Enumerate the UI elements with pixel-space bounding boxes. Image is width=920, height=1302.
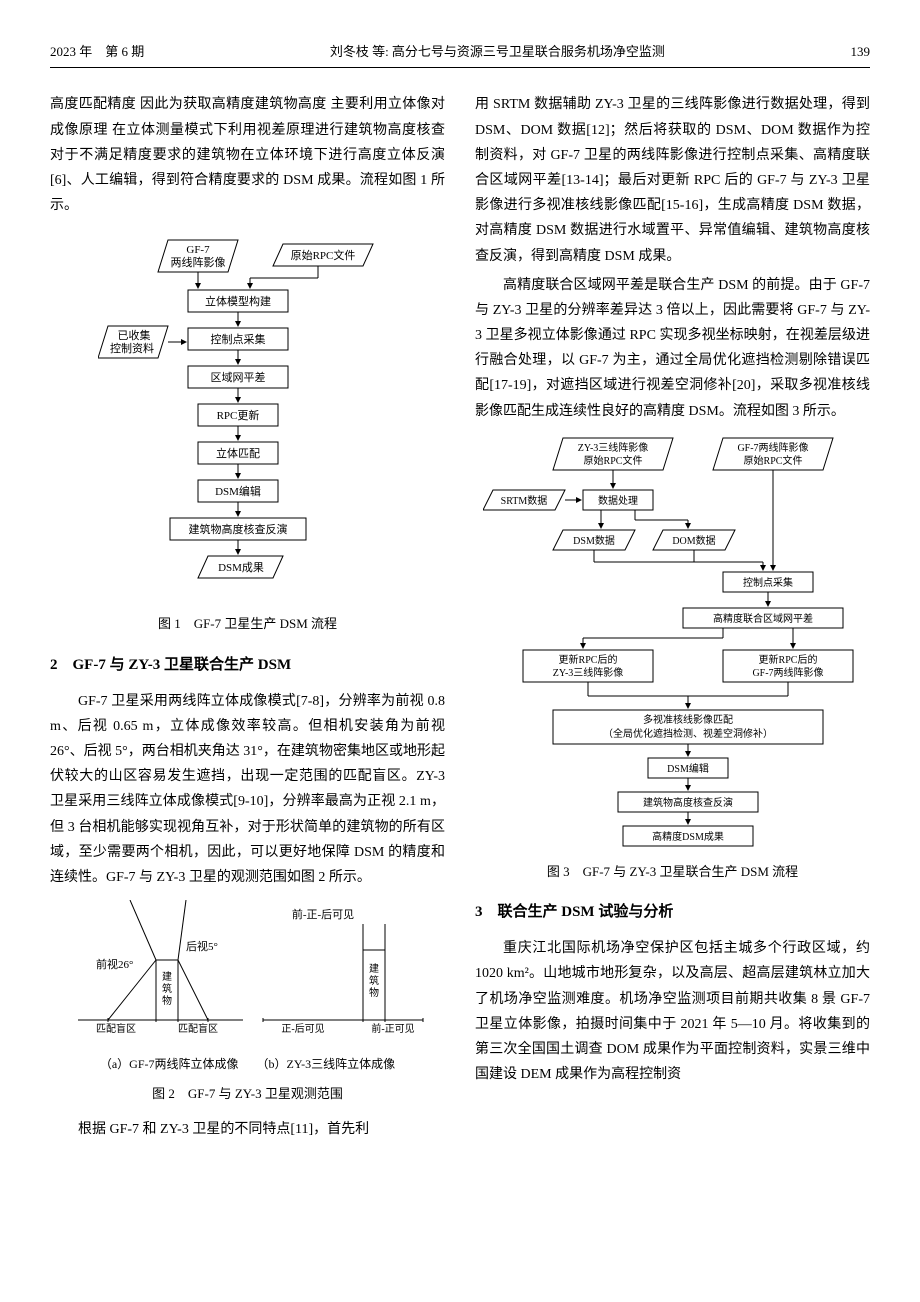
section-2-title: 2 GF-7 与 ZY-3 卫星联合生产 DSM [50, 652, 445, 679]
f1-n1b: 两线阵影像 [170, 255, 225, 269]
f3-n10b: GF-7两线阵影像 [752, 666, 823, 679]
f3-n9b: ZY-3三线阵影像 [552, 666, 623, 679]
f2-blind2: 匹配盲区 [178, 1022, 218, 1035]
f2-building-b3: 物 [369, 986, 379, 999]
flowchart-3-svg: ZY-3三线阵影像 原始RPC文件 GF-7两线阵影像 原始RPC文件 SRTM… [483, 434, 863, 854]
left-p3: 根据 GF-7 和 ZY-3 卫星的不同特点[11]，首先利 [50, 1117, 445, 1142]
right-p3: 重庆江北国际机场净空保护区包括主城多个行政区域，约 1020 km²。山地城市地… [475, 936, 870, 1087]
fig2-sub-b: （b）ZY-3三线阵立体成像 [257, 1054, 396, 1076]
f1-n1a: GF-7 [186, 244, 210, 256]
f1-n8: 立体匹配 [216, 446, 260, 460]
f1-n4b: 控制资料 [110, 341, 154, 355]
f1-n11: DSM成果 [218, 561, 264, 574]
f1-n3: 立体模型构建 [205, 294, 271, 308]
figure-3-caption: 图 3 GF-7 与 ZY-3 卫星联合生产 DSM 流程 [475, 860, 870, 883]
header-left: 2023 年 第 6 期 [50, 40, 144, 63]
figure-2: 建 筑 物 前视26° 后视5° 匹配盲区 匹配盲区 [68, 900, 428, 1076]
f3-n13: 建筑物高度核查反演 [643, 796, 733, 809]
f2-blind1: 匹配盲区 [96, 1022, 136, 1035]
f1-n5: 控制点采集 [210, 332, 265, 346]
f3-n4: 数据处理 [598, 494, 638, 507]
left-p1: 高度匹配精度 因此为获取高精度建筑物高度 主要利用立体像对成像原理 在立体测量模… [50, 92, 445, 218]
fig2-sub-a: （a）GF-7两线阵立体成像 [100, 1054, 239, 1076]
f3-n1a: ZY-3三线阵影像 [577, 441, 648, 454]
f3-n5: DSM数据 [573, 534, 615, 547]
f2-building-a1: 建 [162, 970, 172, 983]
f3-n1b: 原始RPC文件 [583, 454, 642, 467]
f2-front26: 前视26° [96, 957, 133, 971]
f1-n9: DSM编辑 [215, 484, 261, 498]
f1-n2: 原始RPC文件 [290, 248, 355, 262]
figure-2-caption: 图 2 GF-7 与 ZY-3 卫星观测范围 [50, 1082, 445, 1105]
f2-building-a2: 筑 [162, 982, 172, 995]
right-p2: 高精度联合区域网平差是联合生产 DSM 的前提。由于 GF-7 与 ZY-3 卫… [475, 273, 870, 424]
f3-n2b: 原始RPC文件 [743, 454, 802, 467]
f3-n11b: （全局优化遮挡检测、视差空洞修补） [603, 727, 773, 740]
f1-n4a: 已收集 [117, 328, 150, 342]
f3-n8: 高精度联合区域网平差 [713, 612, 813, 625]
f2-fzh: 前-正-后可见 [291, 907, 353, 921]
f2-building-a3: 物 [162, 994, 172, 1007]
f1-n10: 建筑物高度核查反演 [188, 522, 287, 536]
left-p2: GF-7 卫星采用两线阵立体成像模式[7-8]，分辨率为前视 0.8 m、后视 … [50, 689, 445, 891]
f3-n6: DOM数据 [672, 534, 715, 547]
main-two-column: 高度匹配精度 因此为获取高精度建筑物高度 主要利用立体像对成像原理 在立体测量模… [50, 92, 870, 1146]
figure-3-flowchart: ZY-3三线阵影像 原始RPC文件 GF-7两线阵影像 原始RPC文件 SRTM… [483, 434, 863, 854]
f3-n7: 控制点采集 [743, 576, 793, 589]
f2-building-b2: 筑 [369, 974, 379, 987]
header-center: 刘冬枝 等: 高分七号与资源三号卫星联合服务机场净空监测 [330, 40, 665, 63]
f3-n3: SRTM数据 [500, 494, 547, 507]
left-column: 高度匹配精度 因此为获取高精度建筑物高度 主要利用立体像对成像原理 在立体测量模… [50, 92, 445, 1146]
f3-n14: 高精度DSM成果 [652, 830, 724, 843]
f2-building-b1: 建 [369, 962, 379, 975]
header-right: 139 [850, 40, 870, 63]
right-p1: 用 SRTM 数据辅助 ZY-3 卫星的三线阵影像进行数据处理，得到 DSM、D… [475, 92, 870, 268]
f3-n2a: GF-7两线阵影像 [737, 441, 808, 454]
section-3-title: 3 联合生产 DSM 试验与分析 [475, 899, 870, 926]
f3-n9a: 更新RPC后的 [558, 653, 617, 666]
f2-fz: 前-正可见 [371, 1022, 414, 1035]
page-header: 2023 年 第 6 期 刘冬枝 等: 高分七号与资源三号卫星联合服务机场净空监… [50, 40, 870, 68]
figure-2-svg: 建 筑 物 前视26° 后视5° 匹配盲区 匹配盲区 [68, 900, 428, 1050]
figure-1-flowchart: GF-7 两线阵影像 原始RPC文件 立体模型构建 [98, 230, 398, 600]
figure-1-caption: 图 1 GF-7 卫星生产 DSM 流程 [50, 612, 445, 635]
f2-zh: 正-后可见 [281, 1023, 324, 1035]
f3-n11a: 多视准核线影像匹配 [643, 713, 733, 726]
f1-n6: 区域网平差 [210, 370, 265, 384]
f3-n10a: 更新RPC后的 [758, 653, 817, 666]
f1-n7: RPC更新 [216, 408, 259, 422]
right-column: 用 SRTM 数据辅助 ZY-3 卫星的三线阵影像进行数据处理，得到 DSM、D… [475, 92, 870, 1146]
f2-back5: 后视5° [186, 939, 218, 953]
flowchart-1-svg: GF-7 两线阵影像 原始RPC文件 立体模型构建 [98, 230, 398, 600]
f3-n12: DSM编辑 [667, 762, 709, 775]
